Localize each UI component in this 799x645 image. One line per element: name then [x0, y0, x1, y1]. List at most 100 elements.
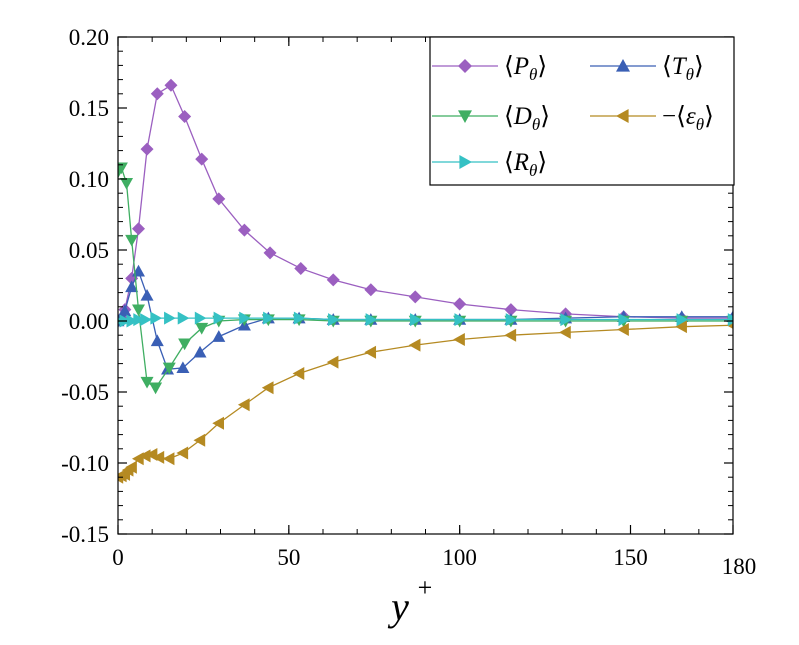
- data-point: [118, 162, 128, 175]
- data-point: [132, 222, 145, 236]
- data-point: [292, 367, 305, 381]
- legend-item-0: ⟨Pθ⟩: [432, 53, 547, 84]
- legend: ⟨Pθ⟩ ⟨Tθ⟩ ⟨Dθ⟩ −⟨εθ⟩ ⟨Rθ⟩: [429, 36, 735, 186]
- data-point: [162, 362, 176, 375]
- data-point: [326, 273, 340, 287]
- legend-label: ⟨Tθ⟩: [662, 53, 704, 84]
- data-point: [364, 345, 377, 359]
- data-point: [727, 313, 733, 327]
- x-tick-label: 180: [722, 554, 757, 579]
- data-point: [133, 313, 145, 327]
- x-tick-label: 150: [613, 545, 648, 570]
- legend-marker: [458, 110, 472, 123]
- y-tick-label: -0.10: [61, 451, 109, 476]
- data-point: [140, 288, 154, 301]
- x-axis-label: y: [387, 584, 409, 629]
- legend-marker: [616, 59, 630, 72]
- plot-area: [118, 78, 733, 484]
- y-tick-label: 0.00: [69, 309, 109, 334]
- data-point: [237, 398, 250, 412]
- x-axis-label-superscript: +: [418, 573, 433, 602]
- data-point: [195, 152, 209, 166]
- legend-marker: [458, 59, 472, 73]
- data-point: [140, 376, 154, 389]
- data-point: [162, 452, 175, 466]
- legend-box: [429, 36, 735, 186]
- data-point: [676, 313, 689, 327]
- data-point: [118, 304, 132, 317]
- data-point: [149, 382, 163, 395]
- data-point: [294, 261, 308, 275]
- legend-label: ⟨Rθ⟩: [504, 149, 547, 180]
- data-point: [212, 330, 226, 342]
- data-point: [504, 303, 518, 317]
- data-point: [195, 322, 209, 335]
- data-point: [239, 311, 251, 325]
- data-point: [150, 87, 164, 101]
- data-point: [150, 311, 163, 325]
- data-point: [164, 78, 178, 92]
- data-point: [560, 313, 573, 327]
- data-point: [193, 433, 206, 447]
- data-point: [212, 192, 226, 206]
- series-2: [118, 162, 733, 395]
- data-point: [193, 345, 207, 358]
- data-point: [263, 246, 277, 260]
- data-point: [150, 334, 164, 347]
- legend-item-3: −⟨εθ⟩: [590, 103, 714, 134]
- data-point: [126, 314, 139, 328]
- series-line: [118, 166, 733, 389]
- legend-label: ⟨Pθ⟩: [504, 53, 547, 84]
- y-tick-label: 0.20: [69, 25, 109, 50]
- legend-item-2: ⟨Dθ⟩: [432, 103, 550, 134]
- y-tick-label: 0.15: [69, 96, 109, 121]
- data-point: [152, 450, 165, 464]
- data-point: [454, 313, 467, 327]
- data-point: [212, 416, 224, 430]
- data-point: [408, 290, 422, 304]
- data-point: [408, 338, 421, 352]
- legend-label: ⟨Dθ⟩: [504, 103, 550, 134]
- data-point: [140, 142, 154, 156]
- data-point: [125, 234, 139, 247]
- data-point: [261, 381, 274, 395]
- data-point: [164, 311, 176, 325]
- data-point: [177, 311, 190, 325]
- data-point: [505, 313, 518, 327]
- data-point: [504, 328, 517, 342]
- data-point: [293, 311, 306, 325]
- series-line: [118, 324, 733, 478]
- data-point: [178, 338, 192, 351]
- data-point: [178, 110, 192, 124]
- data-point: [263, 311, 275, 325]
- y-tick-label: -0.15: [61, 522, 109, 547]
- legend-marker: [616, 109, 629, 123]
- series-line: [118, 269, 733, 370]
- legend-marker: [459, 155, 472, 169]
- data-point: [617, 323, 629, 337]
- data-point: [618, 313, 631, 327]
- data-point: [125, 460, 137, 474]
- data-point: [559, 325, 571, 339]
- y-tick-label: 0.05: [69, 238, 109, 263]
- legend-item-1: ⟨Tθ⟩: [590, 53, 704, 84]
- data-point: [675, 320, 687, 334]
- series-0: [118, 78, 733, 328]
- y-tick-label: 0.10: [69, 167, 109, 192]
- series-4: [118, 311, 733, 328]
- data-point: [138, 449, 151, 463]
- data-point: [453, 332, 465, 346]
- data-point: [453, 297, 467, 311]
- x-tick-label: 50: [277, 545, 300, 570]
- data-point: [176, 446, 189, 460]
- data-point: [410, 313, 422, 327]
- data-point: [237, 223, 251, 237]
- x-tick-label: 100: [442, 545, 477, 570]
- legend-label: −⟨εθ⟩: [662, 103, 714, 134]
- data-point: [194, 311, 207, 325]
- y-tick-label: -0.05: [61, 380, 109, 405]
- data-point: [140, 313, 152, 327]
- data-point: [176, 361, 190, 374]
- x-tick-label: 0: [112, 545, 124, 570]
